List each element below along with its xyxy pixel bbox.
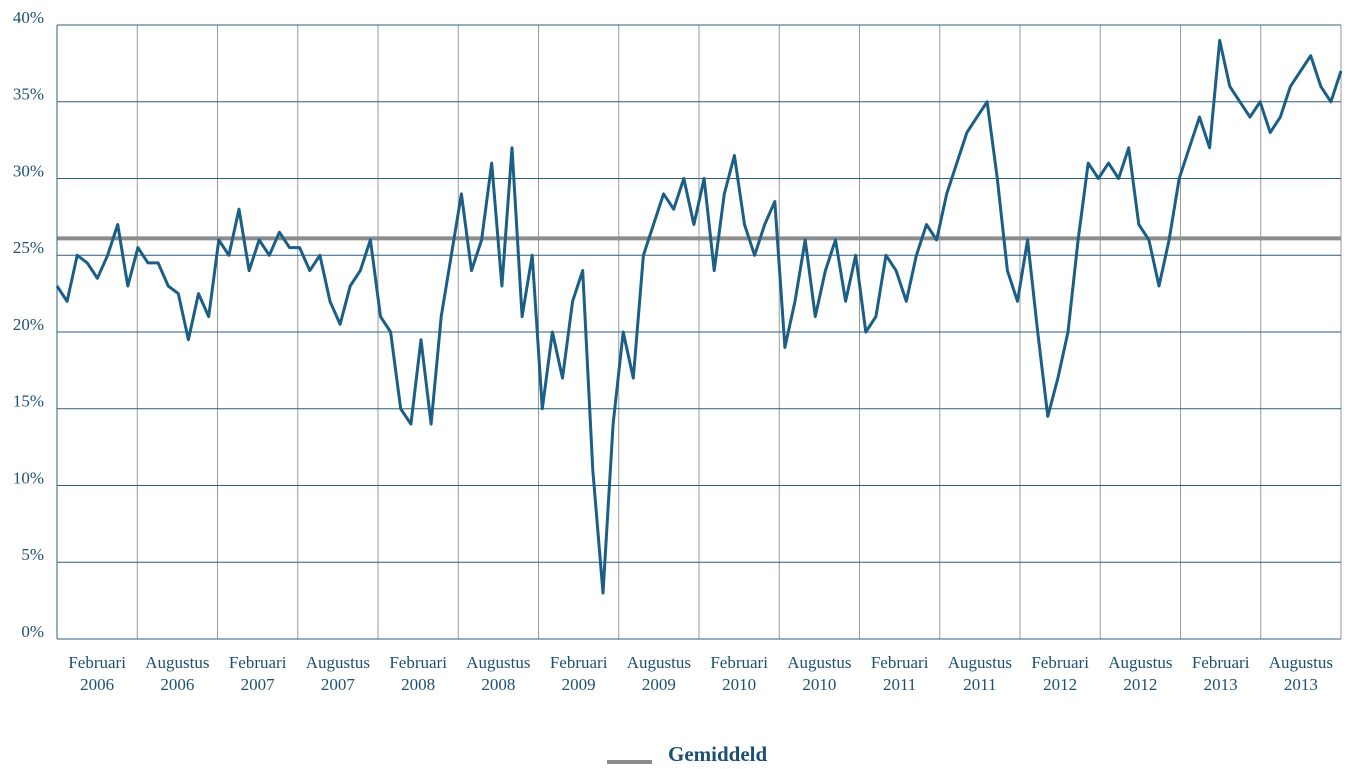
y-tick-label: 25% bbox=[13, 238, 44, 257]
x-tick-label: Februari 2013 bbox=[1191, 653, 1250, 694]
y-tick-label: 15% bbox=[13, 392, 44, 411]
x-tick-label: Augustus 2011 bbox=[947, 653, 1012, 694]
x-tick-label: Augustus 2012 bbox=[1108, 653, 1173, 694]
y-tick-label: 10% bbox=[13, 468, 44, 487]
x-tick-label: Februari 2008 bbox=[389, 653, 447, 694]
data-line bbox=[55, 38, 1343, 595]
y-tick-label: 5% bbox=[21, 545, 44, 564]
x-tick-label: Februari 2006 bbox=[68, 653, 126, 694]
x-tick-label: Augustus 2007 bbox=[305, 653, 370, 694]
x-tick-label: Augustus 2006 bbox=[145, 653, 210, 694]
y-tick-label: 20% bbox=[13, 315, 44, 334]
x-tick-label: Augustus 2010 bbox=[787, 653, 852, 694]
legend-label: Gemiddeld bbox=[668, 742, 767, 766]
x-tick-label: Februari 2010 bbox=[710, 653, 768, 694]
x-tick-label: Februari 2009 bbox=[549, 653, 608, 694]
x-tick-label: Augustus 2009 bbox=[626, 653, 691, 694]
y-tick-label: 40% bbox=[13, 8, 44, 27]
x-tick-label: Februari 2012 bbox=[1031, 653, 1089, 694]
y-tick-label: 35% bbox=[13, 85, 44, 104]
y-tick-label: 30% bbox=[13, 161, 44, 180]
y-tick-label: 0% bbox=[21, 622, 44, 641]
x-tick-label: Augustus 2008 bbox=[466, 653, 531, 694]
x-tick-label: Augustus 2013 bbox=[1268, 653, 1333, 694]
x-tick-label: Februari 2011 bbox=[870, 653, 929, 694]
x-tick-label: Februari 2007 bbox=[228, 653, 287, 694]
